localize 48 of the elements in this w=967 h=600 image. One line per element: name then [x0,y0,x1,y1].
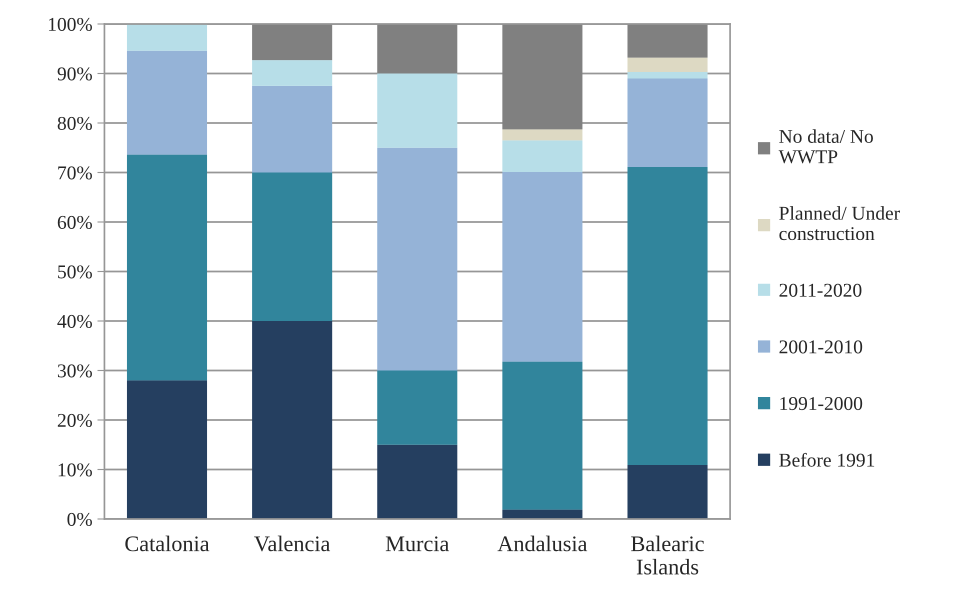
legend-label: No data/ No WWTP [778,129,873,164]
y-tick-label: 30% [58,364,92,378]
x-tick-label: Balearic Islands [631,536,704,575]
bar [126,50,208,155]
bar [502,140,582,172]
bar [627,167,708,466]
bar [252,321,332,519]
y-tick-label: 60% [58,216,92,229]
y-tick-label: 80% [58,116,92,130]
bar [502,362,582,510]
bar [627,58,708,72]
y-tick-label: 40% [57,314,92,328]
bar [377,148,458,370]
bar [502,172,582,362]
legend-label: 2001-2010 [780,340,862,354]
y-tick-label: 90% [58,67,92,80]
bar [126,380,208,519]
y-tick-label: 50% [58,265,92,278]
bar [502,24,582,130]
x-tick-label: Valencia [254,536,330,552]
bar [627,24,708,58]
bar [627,78,708,168]
bar [126,154,208,380]
x-tick-label: Catalonia [125,536,210,552]
bar [252,60,332,86]
y-tick-label: 100% [48,18,92,31]
legend-label: 1991-2000 [780,396,862,410]
bar [502,510,582,519]
x-tick-label: Murcia [386,536,450,552]
legend-label: Planned/ Under construction [779,206,900,240]
bar [126,24,208,51]
bar [377,370,458,445]
y-tick-label: 0% [67,512,92,526]
bar [252,86,332,172]
y-tick-label: 10% [58,463,92,476]
x-tick-label: Andalusia [498,536,588,552]
bar [377,74,458,148]
bar [377,444,458,519]
y-tick-label: 20% [58,414,92,427]
bar [377,24,458,74]
bar [252,24,332,60]
bar [502,129,582,140]
legend-label: 2011-2020 [780,284,862,297]
bar [252,172,332,321]
legend-label: Before 1991 [779,452,874,467]
bar [627,72,708,78]
y-tick-label: 70% [58,166,92,180]
bar [627,465,708,519]
